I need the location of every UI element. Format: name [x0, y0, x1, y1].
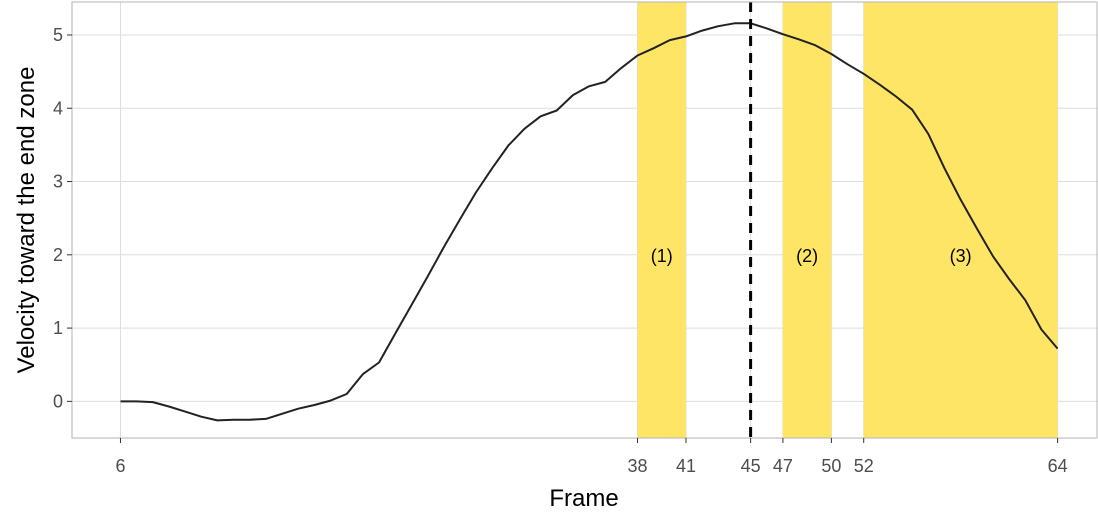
x-axis-title: Frame — [549, 485, 618, 512]
y-tick-label: 5 — [53, 25, 63, 45]
highlight-bands: (1) (2) (3) — [637, 2, 1058, 438]
band-label: (2) — [796, 246, 818, 266]
x-tick-label: 41 — [676, 456, 696, 476]
band-label: (1) — [651, 246, 673, 266]
x-tick-label: 47 — [773, 456, 793, 476]
y-tick-label: 1 — [53, 318, 63, 338]
x-tick-label: 50 — [821, 456, 841, 476]
x-axis-ticks: 6 38 41 45 47 50 52 64 — [115, 438, 1068, 476]
y-tick-label: 0 — [53, 391, 63, 411]
highlight-band — [637, 2, 686, 438]
series-lines — [120, 22, 1059, 422]
plot-frame — [71, 1, 1098, 439]
y-tick-label: 4 — [53, 98, 63, 118]
highlight-band — [782, 2, 832, 438]
x-tick-label: 38 — [627, 456, 647, 476]
x-tick-label: 6 — [115, 456, 125, 476]
series-line — [120, 22, 1059, 422]
y-tick-label: 2 — [53, 245, 63, 265]
y-axis-title: Velocity toward the end zone — [13, 67, 40, 374]
panel-border — [71, 1, 1098, 439]
y-axis-ticks: 0 1 2 3 4 5 — [53, 25, 72, 411]
x-tick-label: 52 — [854, 456, 874, 476]
x-tick-label: 64 — [1048, 456, 1068, 476]
x-tick-label: 45 — [741, 456, 761, 476]
band-label: (3) — [950, 246, 972, 266]
y-tick-label: 3 — [53, 172, 63, 192]
highlight-band — [863, 2, 1058, 438]
